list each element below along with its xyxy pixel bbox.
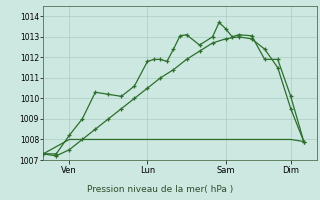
Text: Pression niveau de la mer( hPa ): Pression niveau de la mer( hPa ) bbox=[87, 185, 233, 194]
